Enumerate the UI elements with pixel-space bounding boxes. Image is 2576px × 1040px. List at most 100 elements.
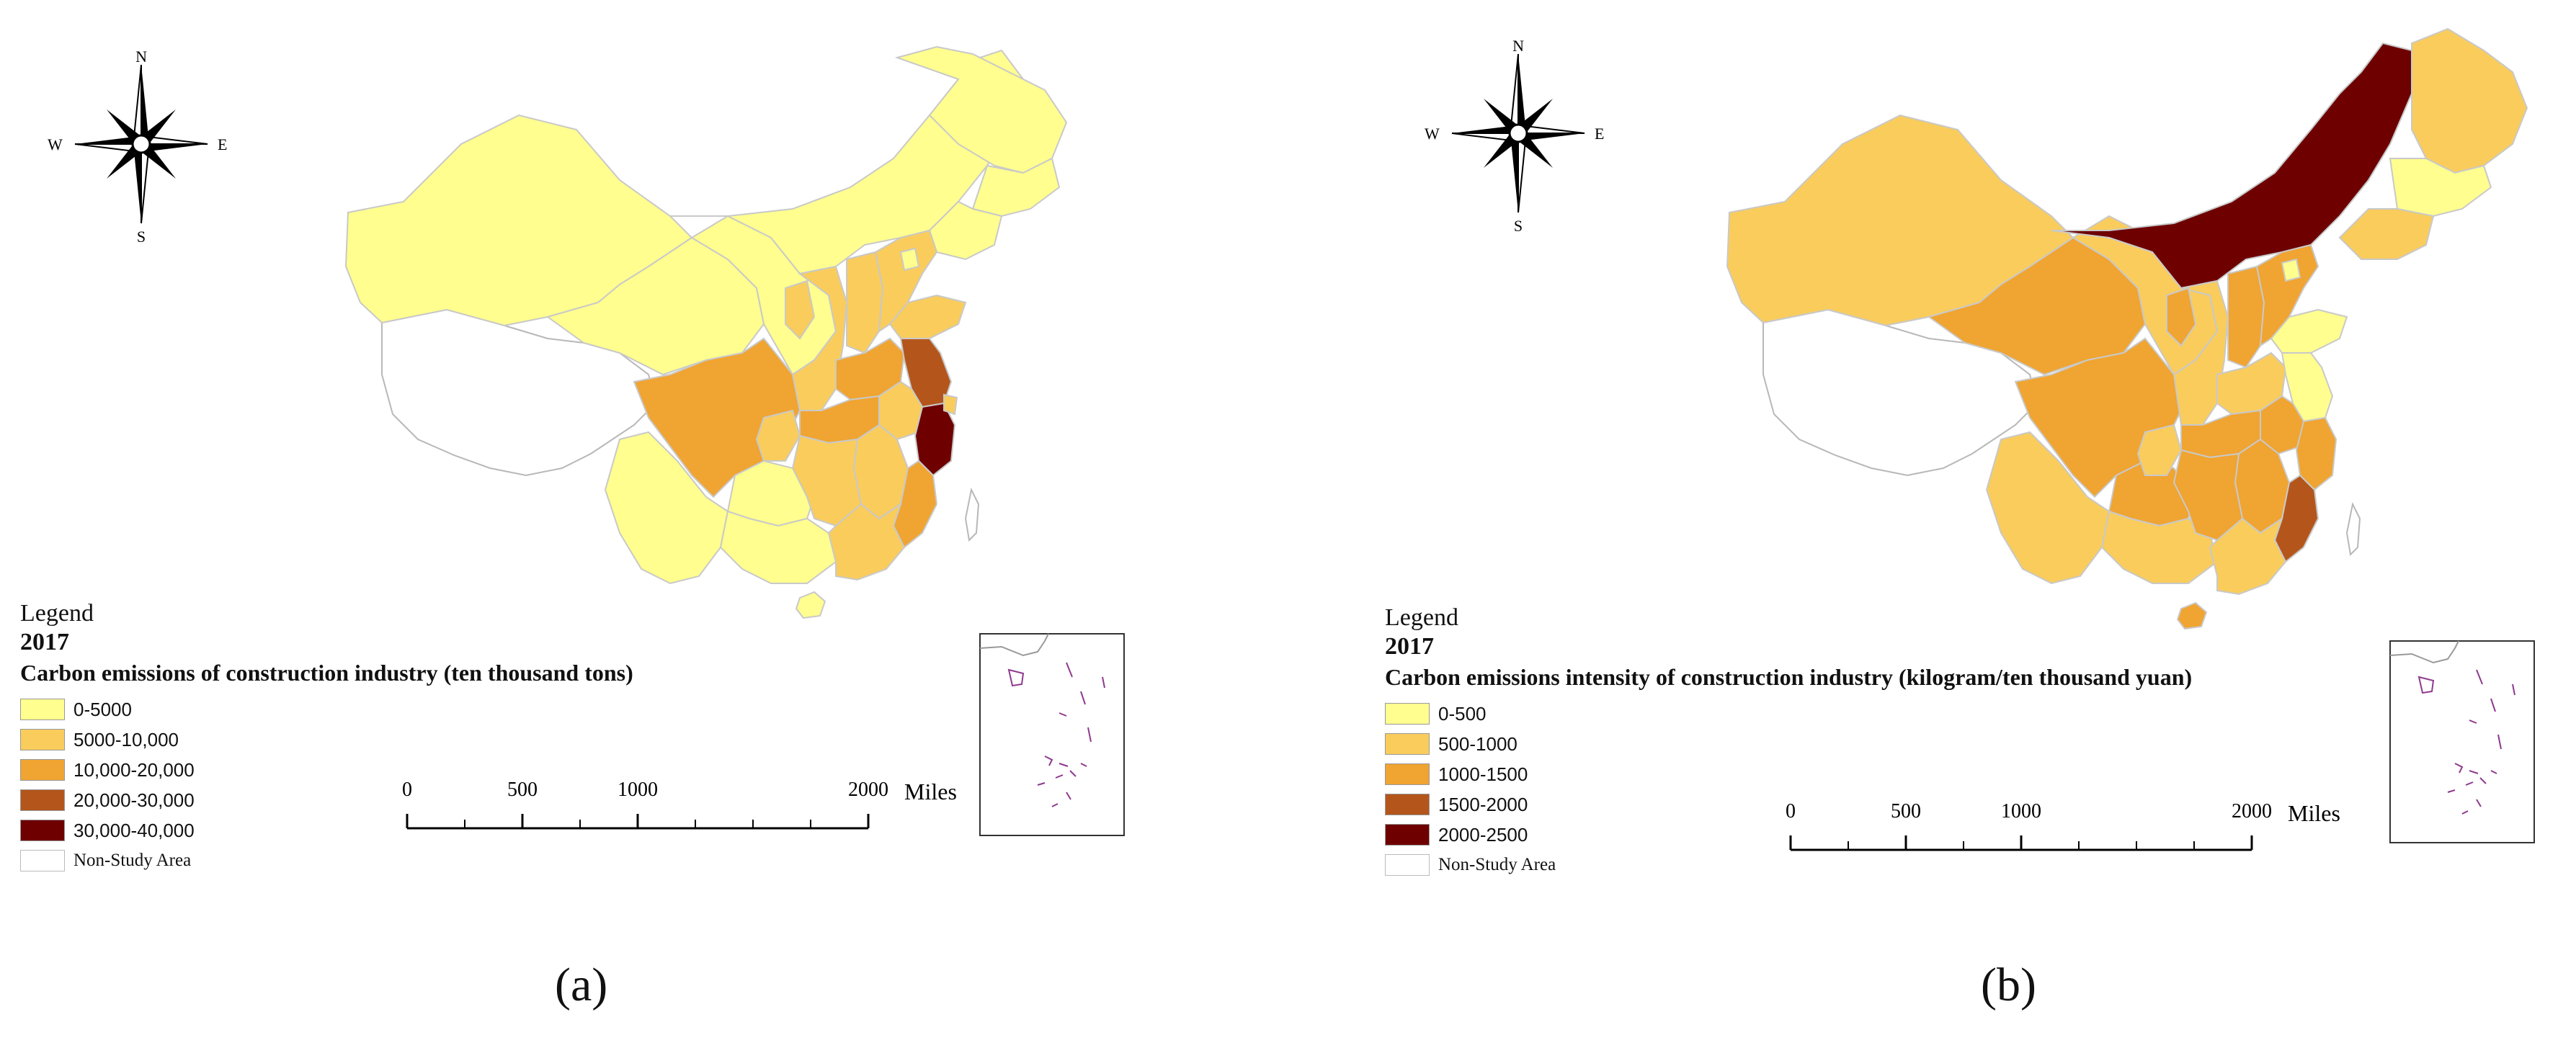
map-b: N S E W: [1425, 27, 2535, 851]
region-nonstudy: [381, 308, 657, 477]
scale-tick-500: 500: [1891, 800, 1921, 822]
panel-label-b: (b): [1981, 959, 2036, 1011]
region-chongqing: [2136, 423, 2183, 476]
region-jilin: [2389, 158, 2492, 218]
scale-bar: 0 500 1000 2000 Miles: [1786, 800, 2340, 851]
scale-tick-2000: 2000: [848, 779, 888, 801]
legend-swatch: [1385, 854, 1430, 876]
region-taiwan: [2345, 501, 2361, 557]
region-taiwan: [964, 487, 980, 542]
scale-tick-2000: 2000: [2232, 800, 2272, 822]
legend-item-non-study: Non-Study Area: [20, 846, 633, 876]
legend-label: Non-Study Area: [1438, 855, 1556, 874]
legend-label: 1000-1500: [1438, 763, 1528, 785]
region-liaoning: [928, 200, 1003, 261]
legend-items: 0-500 500-1000 1000-1500 1500-2000 2000-2500…: [1385, 699, 2192, 880]
legend-item: 0-5000: [20, 694, 633, 725]
legend-title: Carbon emissions intensity of constructi…: [1385, 664, 2193, 690]
legend-swatch: [1385, 733, 1430, 755]
legend-title: Carbon emissions of construction industr…: [20, 660, 633, 686]
panel-label-a: (a): [555, 959, 608, 1011]
north-arrow-icon: N S E W: [1425, 37, 1604, 235]
map-panel-b: N S E W: [1288, 0, 2576, 1040]
region-shanxi: [846, 251, 884, 354]
region-nonstudy: [1762, 308, 2038, 477]
region-ningxia: [2166, 287, 2197, 347]
scale-tick-500: 500: [507, 779, 538, 801]
region-liaoning: [2338, 208, 2435, 260]
legend-item: 30,000-40,000: [20, 815, 633, 846]
scale-unit: Miles: [904, 779, 957, 804]
inset-map: [2389, 640, 2535, 843]
inset-map: [979, 633, 1125, 836]
scale-bar: 0 500 1000 2000 Miles: [402, 779, 957, 830]
region-yunnan: [1985, 431, 2111, 585]
legend-label: 20,000-30,000: [73, 789, 195, 811]
scale-tick-0: 0: [402, 779, 412, 801]
legend-swatch: [20, 699, 65, 720]
legend-label: 0-5000: [73, 698, 132, 720]
legend-item: 1500-2000: [1385, 789, 2192, 820]
legend-label: 500-1000: [1438, 732, 1517, 755]
legend-heading: Legend: [20, 600, 94, 627]
region-zhejiang: [2295, 416, 2337, 491]
compass-n: N: [135, 48, 147, 66]
compass-w: W: [48, 135, 63, 153]
compass-s: S: [1514, 217, 1523, 235]
legend-label: 30,000-40,000: [73, 819, 195, 841]
legend-swatch: [20, 850, 65, 871]
legend-swatch: [1385, 794, 1430, 815]
region-hebei: [874, 229, 938, 333]
legend-label: 0-500: [1438, 702, 1487, 725]
region-shanxi: [2227, 265, 2265, 369]
legend-label: 2000-2500: [1438, 823, 1528, 846]
map-panel-a: N S E W: [20, 45, 1125, 1011]
compass-n: N: [1512, 37, 1524, 55]
legend-swatch: [1385, 763, 1430, 785]
legend-item: 5000-10,000: [20, 725, 633, 755]
legend-item: 500-1000: [1385, 729, 2192, 759]
scale-tick-1000: 1000: [2001, 800, 2041, 822]
legend-item: 1000-1500: [1385, 759, 2192, 789]
legend-item: 20,000-30,000: [20, 785, 633, 815]
compass-s: S: [137, 228, 146, 246]
legend-item: 2000-2500: [1385, 820, 2192, 850]
region-beijing: [899, 247, 920, 272]
north-arrow-icon: N S E W: [48, 48, 227, 246]
region-hainan: [2176, 601, 2208, 630]
legend-b: Legend 2017 Carbon emissions intensity o…: [1385, 604, 2192, 880]
legend-swatch: [20, 729, 65, 750]
legend-label: 5000-10,000: [73, 728, 179, 750]
region-ningxia: [785, 279, 816, 340]
legend-item: 0-500: [1385, 699, 2192, 729]
legend-items: 0-5000 5000-10,000 10,000-20,000 20,000-30,…: [20, 694, 633, 876]
region-heilongjiang: [2411, 27, 2528, 174]
legend-swatch: [20, 789, 65, 811]
region-shanghai: [943, 393, 958, 416]
legend-swatch: [20, 759, 65, 781]
compass-e: E: [1595, 125, 1604, 143]
legend-item-non-study: Non-Study Area: [1385, 850, 2192, 880]
compass-w: W: [1425, 125, 1440, 143]
map-a: N S E W: [48, 45, 1125, 836]
region-guangdong: [827, 502, 906, 581]
legend-swatch: [20, 820, 65, 841]
legend-item: 10,000-20,000: [20, 755, 633, 785]
region-hebei: [2255, 243, 2319, 347]
legend-swatch: [1385, 703, 1430, 725]
legend-label: 10,000-20,000: [73, 758, 195, 781]
legend-label: Non-Study Area: [73, 851, 192, 870]
region-guangdong: [2209, 516, 2287, 596]
legend-year: 2017: [1385, 633, 1434, 660]
legend-year: 2017: [20, 629, 69, 655]
scale-unit: Miles: [2288, 800, 2340, 826]
region-chongqing: [755, 409, 801, 462]
legend-label: 1500-2000: [1438, 793, 1528, 815]
legend-heading: Legend: [1385, 604, 1458, 631]
scale-tick-1000: 1000: [618, 779, 658, 801]
legend-swatch: [1385, 824, 1430, 846]
scale-tick-0: 0: [1786, 800, 1796, 822]
region-hainan: [795, 591, 826, 619]
region-yunnan: [604, 431, 729, 585]
legend-a: Legend 2017 Carbon emissions of construc…: [20, 599, 633, 876]
